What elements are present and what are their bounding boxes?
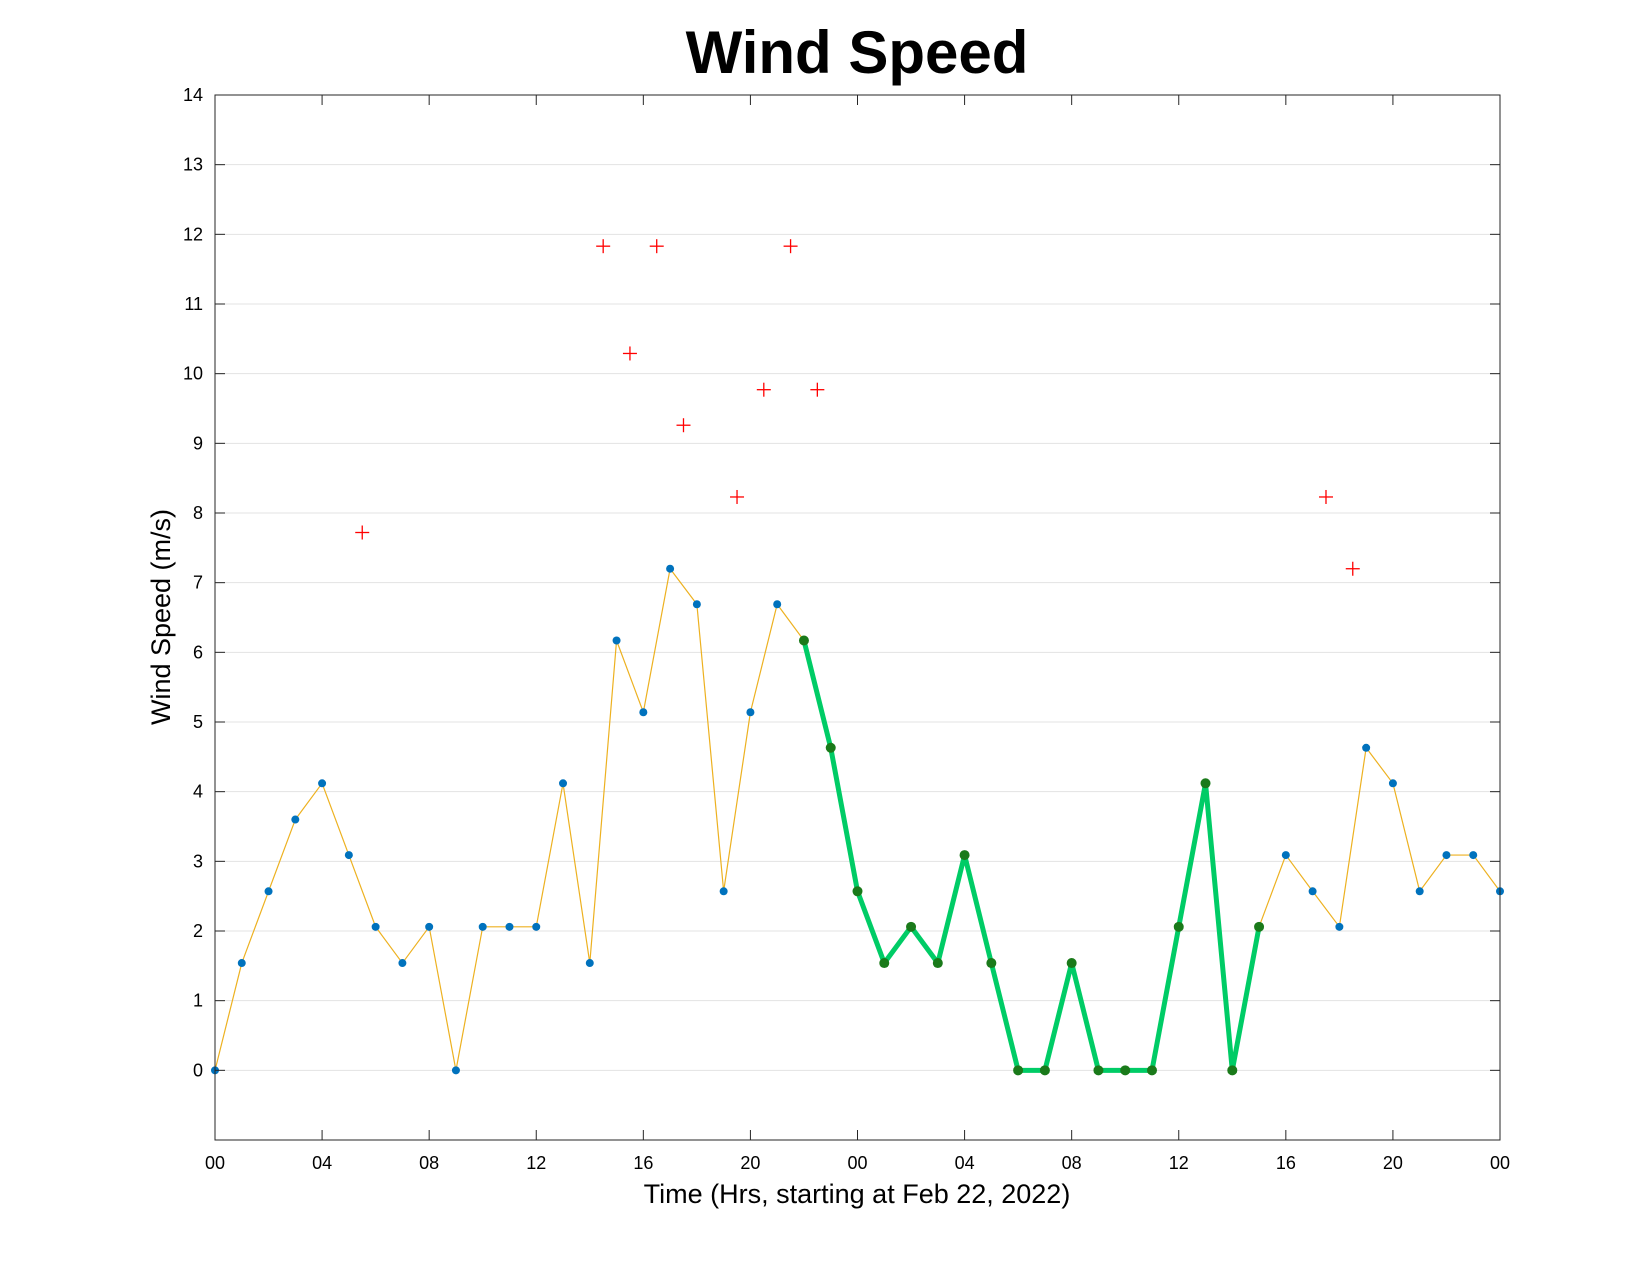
x-tick-label: 00: [1490, 1153, 1510, 1173]
data-point: [505, 922, 514, 931]
data-point: [478, 922, 487, 931]
y-tick-label: 13: [183, 155, 203, 175]
data-point: [1227, 1065, 1238, 1076]
x-tick-label: 00: [847, 1153, 867, 1173]
data-point: [237, 959, 246, 968]
x-tick-label: 16: [633, 1153, 653, 1173]
data-point: [264, 887, 273, 896]
x-tick-label: 20: [740, 1153, 760, 1173]
data-point: [852, 886, 863, 897]
y-tick-label: 8: [193, 503, 203, 523]
data-point: [906, 921, 917, 932]
data-point: [1120, 1065, 1131, 1076]
data-point: [1308, 887, 1317, 896]
data-point: [371, 922, 380, 931]
data-point: [986, 958, 997, 969]
series-line: [801, 639, 1262, 1073]
data-point: [532, 922, 541, 931]
x-tick-label: 08: [419, 1153, 439, 1173]
y-tick-label: 2: [193, 921, 203, 941]
plus-marker: [649, 239, 664, 254]
y-gridlines: [215, 164, 1500, 1071]
data-point: [879, 958, 890, 969]
x-tick-label: 08: [1062, 1153, 1082, 1173]
data-point: [1362, 743, 1371, 752]
series-1: [798, 635, 1265, 1076]
data-point: [1039, 1065, 1050, 1076]
y-tick-label: 6: [193, 642, 203, 662]
y-tick-label: 7: [193, 573, 203, 593]
data-point: [291, 815, 300, 824]
x-tick-label: 16: [1276, 1153, 1296, 1173]
data-point: [1415, 887, 1424, 896]
data-point: [1281, 851, 1290, 860]
data-point: [932, 958, 943, 969]
data-point: [1388, 779, 1397, 788]
x-tick-label: 12: [526, 1153, 546, 1173]
data-point: [559, 779, 568, 788]
x-axis-label: Time (Hrs, starting at Feb 22, 2022): [644, 1179, 1071, 1209]
data-point: [344, 851, 353, 860]
axis-ticks: [214, 94, 1501, 1140]
plus-marker: [355, 525, 370, 540]
series-2: [355, 239, 1360, 576]
data-point: [1146, 1065, 1157, 1076]
data-point: [612, 636, 621, 645]
chart-title: Wind Speed: [686, 19, 1029, 86]
data-point: [425, 922, 434, 931]
x-tick-label: 12: [1169, 1153, 1189, 1173]
data-point: [398, 959, 407, 968]
plus-marker: [622, 346, 637, 361]
plus-marker: [783, 239, 798, 254]
x-tick-label: 04: [312, 1153, 332, 1173]
data-point: [1013, 1065, 1024, 1076]
y-tick-label: 10: [183, 364, 203, 384]
data-point: [1093, 1065, 1104, 1076]
x-tick-labels: 00 04 08 12 16 20 00 04 08 12 16 20 00: [205, 1153, 1510, 1173]
data-point: [1335, 922, 1344, 931]
data-point: [719, 887, 728, 896]
y-tick-label: 3: [193, 851, 203, 871]
data-point: [318, 779, 327, 788]
x-tick-label: 20: [1383, 1153, 1403, 1173]
data-point: [692, 600, 701, 609]
plot-area: [215, 95, 1500, 1140]
plus-marker: [1318, 489, 1333, 504]
data-point: [1442, 851, 1451, 860]
plus-marker: [596, 239, 611, 254]
data-point: [773, 600, 782, 609]
y-tick-label: 9: [193, 433, 203, 453]
y-tick-label: 11: [184, 294, 203, 314]
plus-marker: [730, 489, 745, 504]
plus-marker: [756, 382, 771, 397]
y-tick-label: 4: [193, 782, 203, 802]
y-tick-label: 12: [183, 224, 203, 244]
plus-marker: [1345, 561, 1360, 576]
data-point: [1200, 778, 1211, 789]
data-point: [666, 564, 675, 573]
x-tick-label: 00: [205, 1153, 225, 1173]
plus-marker: [810, 382, 825, 397]
y-tick-label: 14: [183, 85, 203, 105]
data-point: [1173, 921, 1184, 932]
plus-marker: [676, 418, 691, 433]
y-tick-label: 0: [193, 1060, 203, 1080]
data-point: [825, 742, 836, 753]
data-point: [1469, 851, 1478, 860]
data-point: [1254, 921, 1265, 932]
y-tick-label: 1: [193, 991, 203, 1011]
data-point: [959, 850, 970, 861]
data-point: [798, 635, 809, 646]
x-tick-label: 04: [955, 1153, 975, 1173]
data-series: [211, 239, 1504, 1076]
y-tick-label: 5: [193, 712, 203, 732]
data-point: [746, 708, 755, 717]
data-point: [451, 1066, 460, 1075]
data-point: [1066, 958, 1077, 969]
data-point: [639, 708, 648, 717]
data-point: [585, 959, 594, 968]
y-axis-label: Wind Speed (m/s): [146, 509, 176, 725]
